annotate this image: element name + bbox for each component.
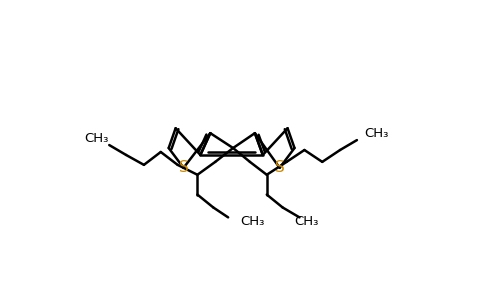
Text: CH₃: CH₃ — [84, 132, 108, 145]
Text: CH₃: CH₃ — [240, 215, 264, 228]
Text: S: S — [275, 160, 285, 175]
Text: CH₃: CH₃ — [364, 127, 388, 140]
Text: S: S — [179, 160, 188, 175]
Text: CH₃: CH₃ — [294, 215, 319, 228]
